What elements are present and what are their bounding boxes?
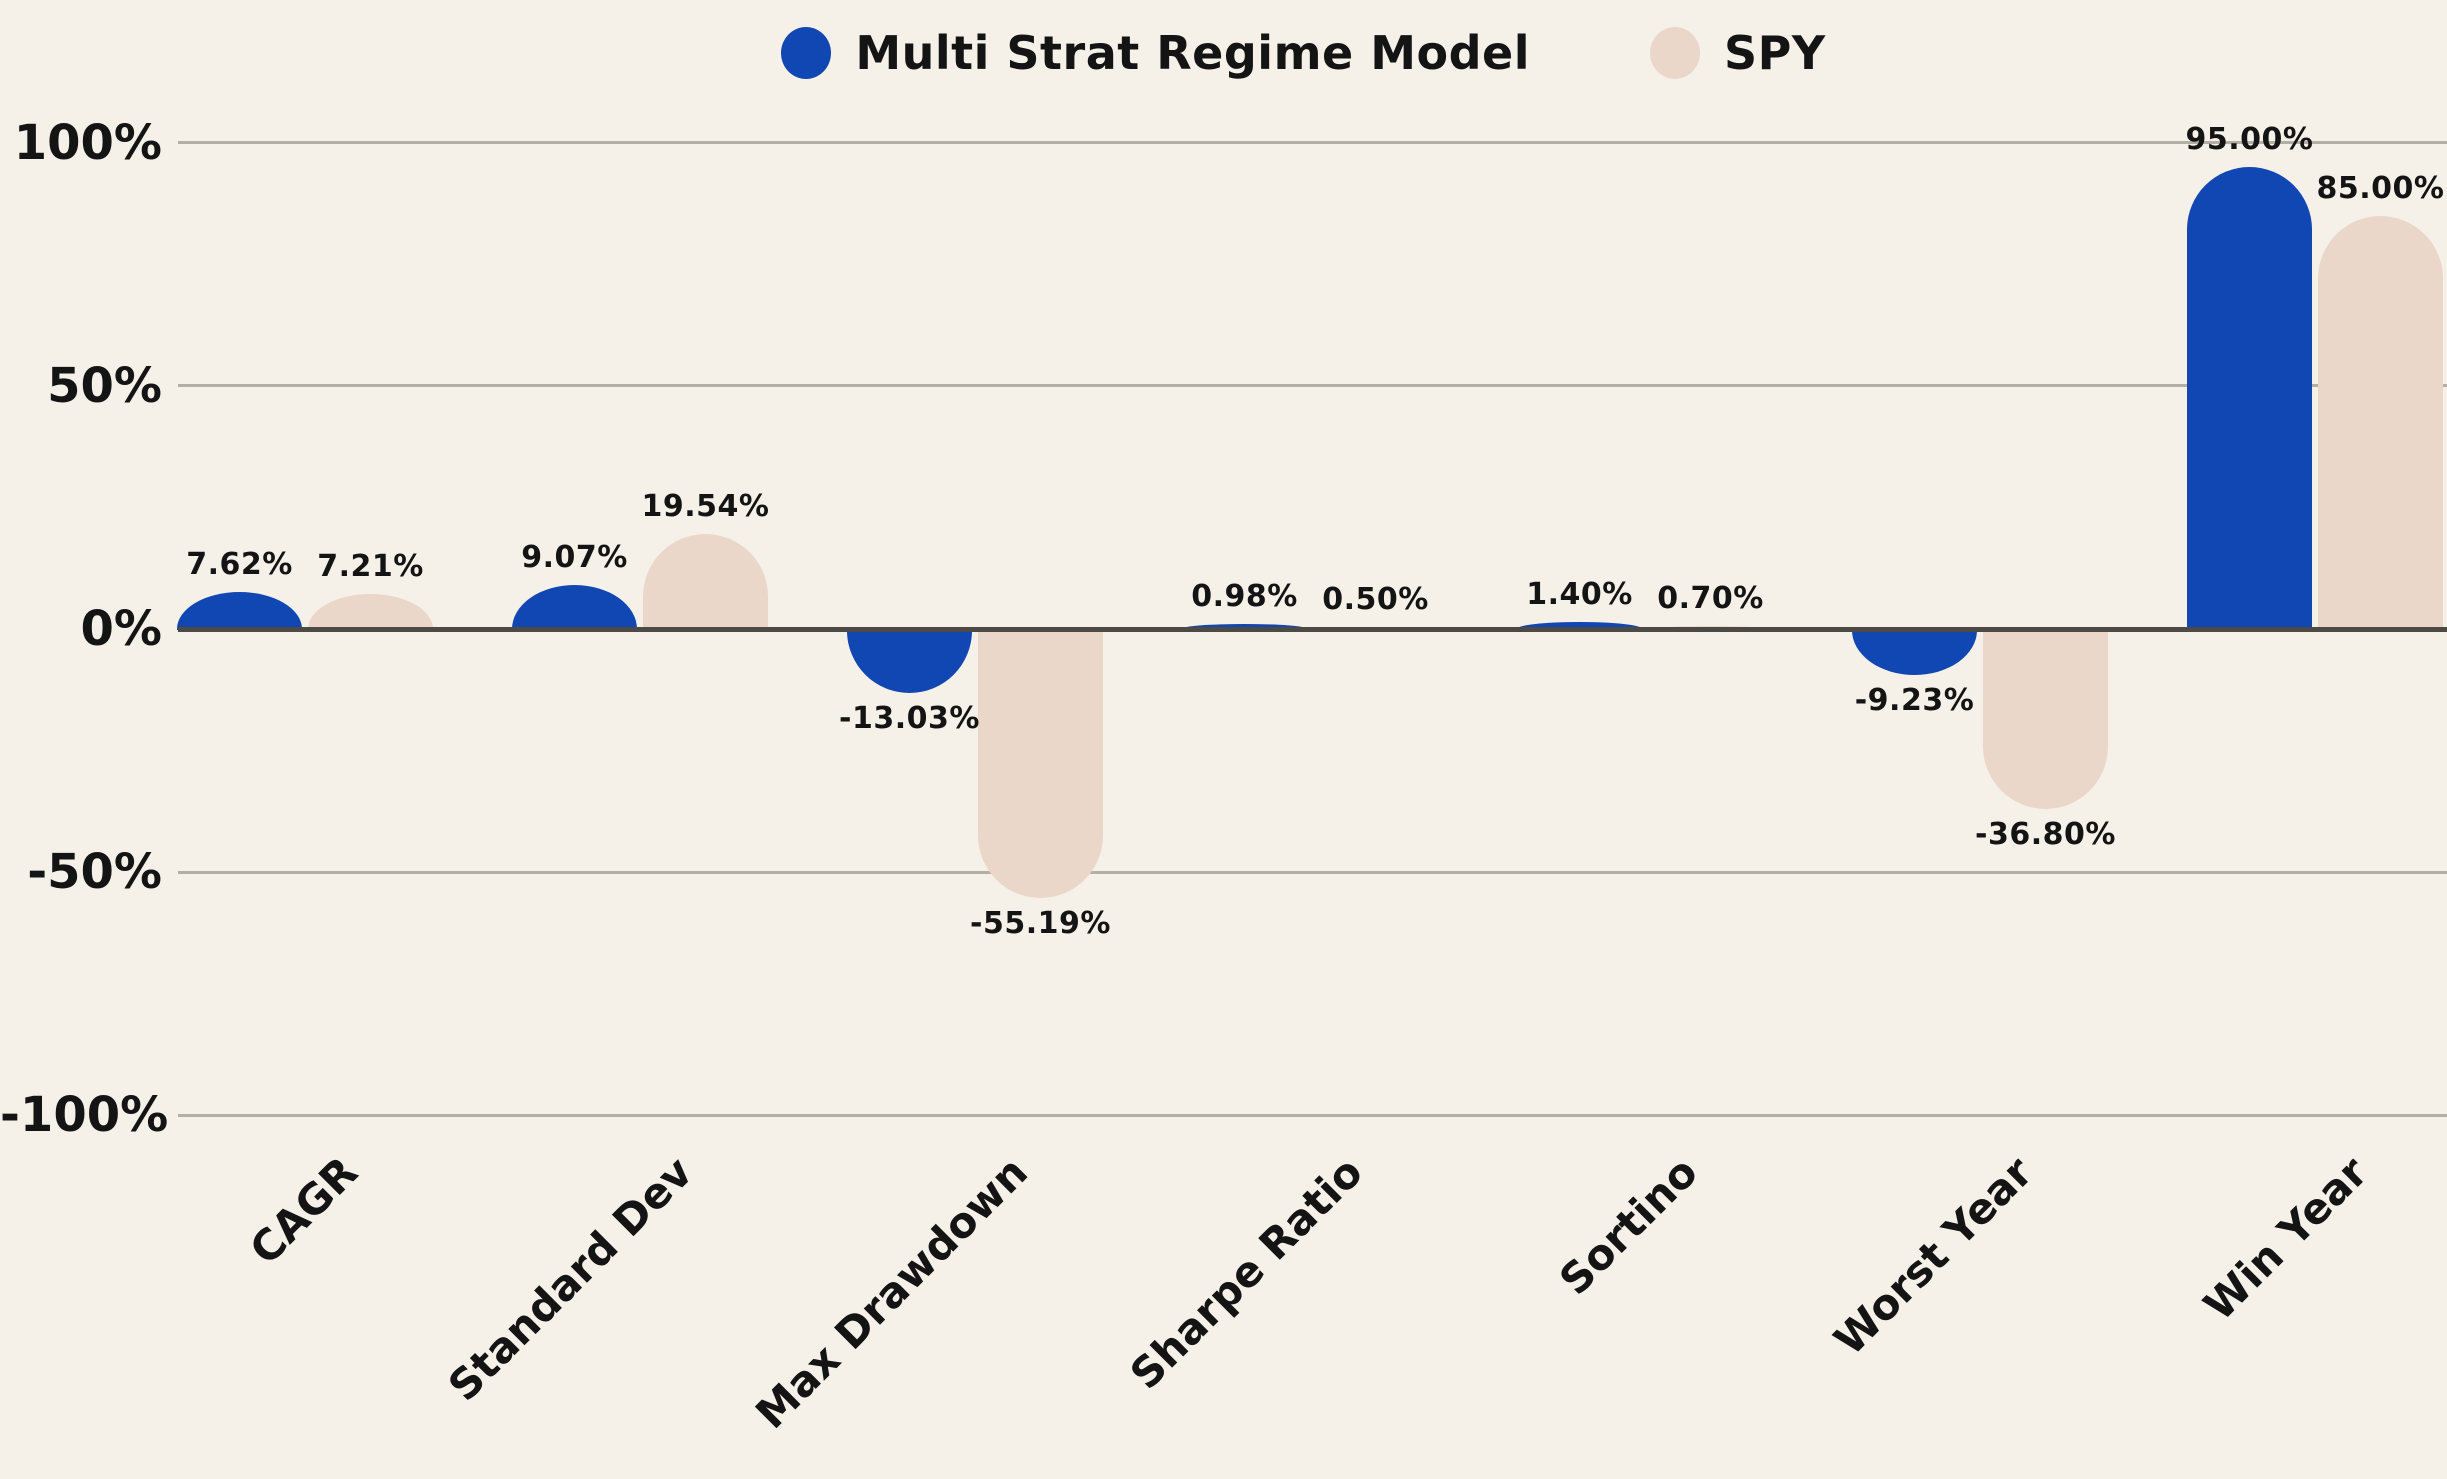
value-label-spy-cagr: 7.21% [261, 548, 481, 586]
legend-label-spy: SPY [1724, 26, 1826, 80]
bar-spy-win-year [2318, 216, 2443, 630]
y-tick-label--50: -50% [0, 844, 162, 900]
x-category-label-sortino: Sortino [1376, 1148, 1707, 1479]
value-label-spy-sharpe-ratio: 0.50% [1266, 581, 1486, 619]
bar-spy-cagr [308, 594, 433, 630]
value-label-multi-strat-regime-model-standard-dev: 9.07% [465, 539, 685, 577]
legend-label-multi-strat: Multi Strat Regime Model [855, 26, 1530, 80]
x-category-label-worst-year: Worst Year [1711, 1148, 2042, 1479]
legend-marker-blue-icon [781, 27, 831, 79]
chart-legend: Multi Strat Regime Model SPY [80, 26, 2447, 80]
bar-multi-strat-regime-model-worst-year [1852, 629, 1977, 675]
bar-multi-strat-regime-model-max-drawdown [847, 629, 972, 693]
bar-multi-strat-regime-model-win-year [2187, 167, 2312, 630]
x-category-label-sharpe-ratio: Sharpe Ratio [1041, 1148, 1372, 1479]
legend-marker-tan-icon [1650, 27, 1700, 79]
gridline-50 [178, 384, 2447, 387]
bar-spy-max-drawdown [978, 629, 1103, 898]
value-label-multi-strat-regime-model-worst-year: -9.23% [1805, 682, 2025, 720]
gridline--100 [178, 1114, 2447, 1117]
value-label-spy-standard-dev: 19.54% [596, 488, 816, 526]
value-label-spy-max-drawdown: -55.19% [931, 905, 1151, 943]
value-label-multi-strat-regime-model-win-year: 95.00% [2140, 121, 2360, 159]
x-category-label-standard-dev: Standard Dev [371, 1148, 702, 1479]
bar-multi-strat-regime-model-cagr [177, 592, 302, 630]
value-label-multi-strat-regime-model-max-drawdown: -13.03% [800, 700, 1020, 738]
x-category-label-max-drawdown: Max Drawdown [706, 1148, 1037, 1479]
zero-gridline [178, 627, 2447, 632]
x-category-label-win-year: Win Year [2046, 1148, 2377, 1479]
y-tick-label-100: 100% [0, 115, 162, 171]
bar-chart: Multi Strat Regime Model SPY 100% 50% 0% -5… [0, 0, 2447, 1447]
y-tick-label-0: 0% [0, 601, 162, 657]
y-tick-label--100: -100% [0, 1087, 162, 1143]
legend-item-multi-strat: Multi Strat Regime Model [781, 26, 1530, 80]
x-category-label-cagr: CAGR [36, 1148, 367, 1479]
bar-multi-strat-regime-model-standard-dev [512, 585, 637, 630]
gridline-100 [178, 141, 2447, 144]
y-tick-label-50: 50% [0, 358, 162, 414]
gridline--50 [178, 871, 2447, 874]
value-label-spy-win-year: 85.00% [2271, 170, 2447, 208]
legend-item-spy: SPY [1650, 26, 1826, 80]
value-label-spy-worst-year: -36.80% [1936, 816, 2156, 854]
value-label-spy-sortino: 0.70% [1601, 580, 1821, 618]
